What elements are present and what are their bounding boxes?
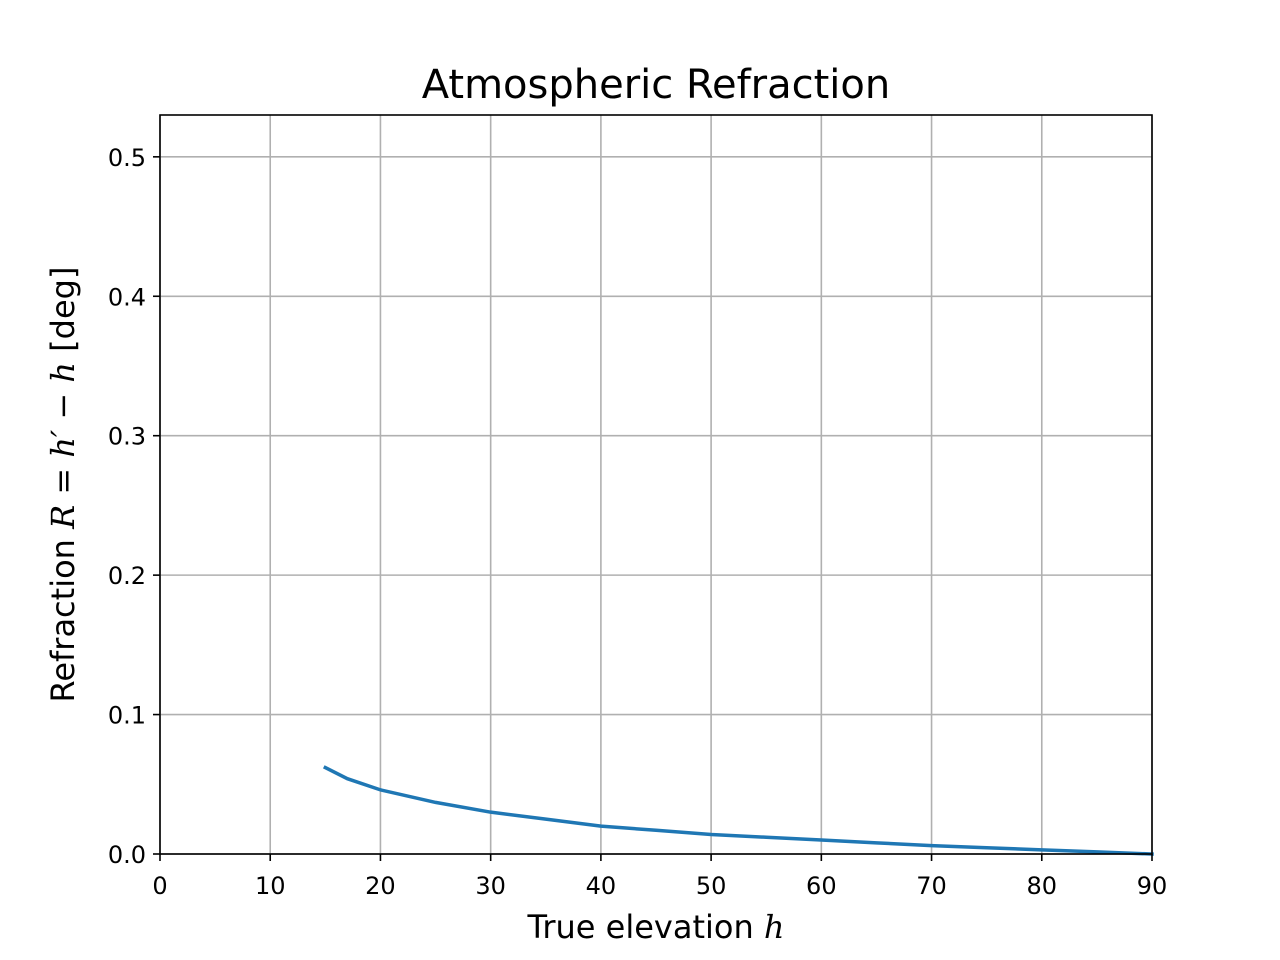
y-tick-label: 0.2 bbox=[108, 562, 146, 590]
x-tick-label: 10 bbox=[255, 872, 286, 900]
x-tick-label: 80 bbox=[1027, 872, 1058, 900]
y-axis-label-suffix: [deg] bbox=[44, 267, 82, 362]
y-tick-label: 0.1 bbox=[108, 702, 146, 730]
axes-frame bbox=[159, 114, 1153, 855]
series-layer bbox=[322, 765, 1154, 856]
y-tick-label: 0.0 bbox=[108, 841, 146, 869]
y-axis-label-prefix: Refraction bbox=[44, 529, 82, 703]
x-tick-label: 60 bbox=[806, 872, 837, 900]
y-axis-label-math: R = h′ − h bbox=[44, 362, 82, 530]
x-tick-label: 0 bbox=[152, 872, 167, 900]
x-tick-label: 70 bbox=[916, 872, 947, 900]
x-tick-label: 20 bbox=[365, 872, 396, 900]
x-tick-label: 30 bbox=[475, 872, 506, 900]
y-tick-label: 0.5 bbox=[108, 144, 146, 172]
x-tick-label: 90 bbox=[1137, 872, 1168, 900]
y-tick-label: 0.3 bbox=[108, 423, 146, 451]
y-axis-ticks: 0.0 0.1 0.2 0.3 0.4 0.5 bbox=[108, 144, 160, 869]
x-tick-label: 40 bbox=[586, 872, 617, 900]
y-tick-label: 0.4 bbox=[108, 283, 146, 311]
x-axis-label-math: h bbox=[764, 908, 785, 946]
x-axis-label-text: True elevation bbox=[526, 908, 763, 946]
x-axis-label: True elevation h bbox=[526, 908, 784, 946]
refraction-series-line bbox=[322, 765, 1154, 856]
x-tick-label: 50 bbox=[696, 872, 727, 900]
x-axis-ticks: 0 10 20 30 40 50 60 70 80 90 bbox=[152, 854, 1167, 900]
y-axis-label: Refraction R = h′ − h [deg] bbox=[44, 267, 82, 703]
chart-title: Atmospheric Refraction bbox=[422, 62, 891, 108]
